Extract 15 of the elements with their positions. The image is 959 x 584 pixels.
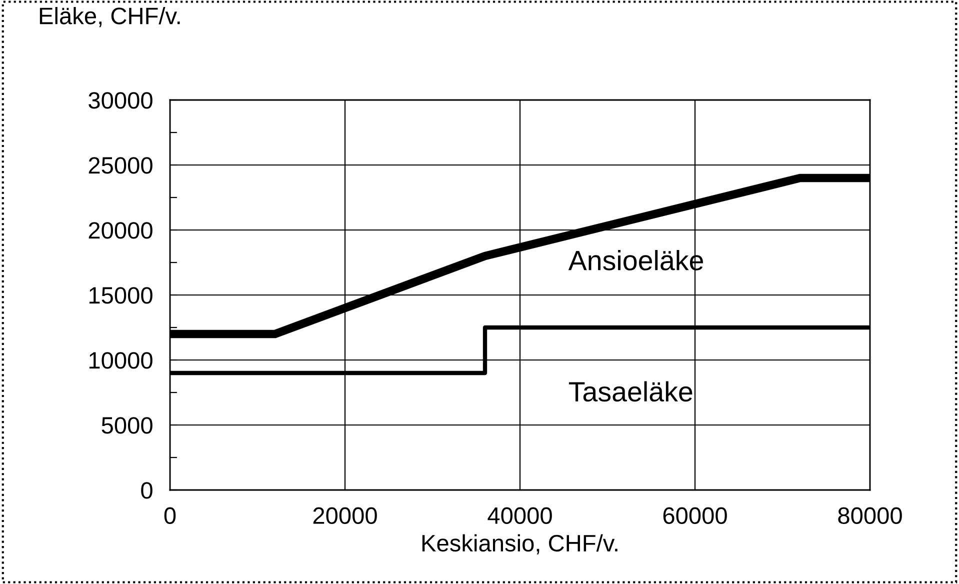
y-tick-label: 0: [141, 482, 152, 499]
y-axis-title: Eläke, CHF/v.: [40, 6, 180, 28]
y-tick-label: 15000: [89, 287, 152, 304]
y-tick-label: 25000: [88, 157, 152, 174]
y-tick-label: 30000: [88, 92, 152, 109]
x-axis-title: Keskiansio, CHF/v.: [422, 534, 618, 554]
x-tick-label: 20000: [313, 507, 377, 524]
y-tick-label: 20000: [88, 222, 152, 239]
series-label: Tasaeläke: [568, 381, 692, 402]
x-tick-label: 80000: [838, 507, 902, 524]
x-tick-label: 0: [164, 507, 176, 524]
x-tick-label: 60000: [663, 507, 727, 524]
x-tick-label: 40000: [488, 507, 552, 524]
y-tick-label: 5000: [102, 417, 152, 434]
y-tick-label: 10000: [89, 352, 152, 369]
